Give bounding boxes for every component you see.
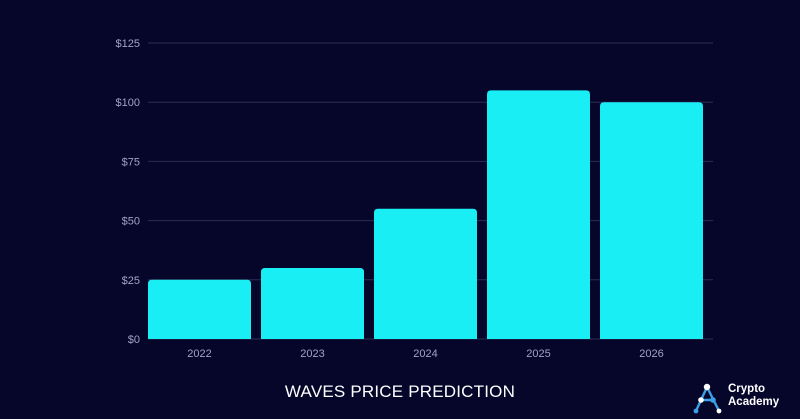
x-tick-label: 2024 [413, 348, 437, 360]
y-tick-label: $25 [122, 275, 140, 287]
x-tick-label: 2026 [639, 348, 663, 360]
bar-2024 [374, 208, 477, 339]
bar-2026 [600, 102, 703, 339]
bars [148, 90, 703, 339]
x-tick-label: 2022 [187, 348, 211, 360]
chart-title: WAVES PRICE PREDICTION [284, 382, 516, 401]
crypto-academy-logo: Crypto Academy [692, 381, 792, 415]
x-tick-label: 2023 [300, 348, 324, 360]
logo-text-line2: Academy [728, 396, 780, 408]
x-tick-label: 2025 [526, 348, 550, 360]
bar-2023 [261, 267, 364, 339]
y-tick-label: $75 [122, 156, 140, 168]
y-tick-label: $125 [116, 38, 140, 50]
x-axis-ticks: 2022 2023 2024 2025 2026 [187, 348, 663, 360]
bar-2025 [487, 90, 590, 339]
y-tick-label: $0 [128, 334, 140, 346]
y-axis-ticks: $0 $25 $50 $75 $100 $125 [116, 38, 140, 346]
y-tick-label: $50 [122, 216, 140, 228]
bar-2022 [148, 279, 251, 339]
logo-text: Crypto Academy [728, 383, 779, 409]
logo-network-icon [693, 383, 722, 414]
logo-text-line1: Crypto [728, 383, 766, 395]
y-tick-label: $100 [116, 97, 140, 109]
bar-chart: $0 $25 $50 $75 $100 $125 2022 2023 2024 2025 2026 [116, 38, 713, 360]
